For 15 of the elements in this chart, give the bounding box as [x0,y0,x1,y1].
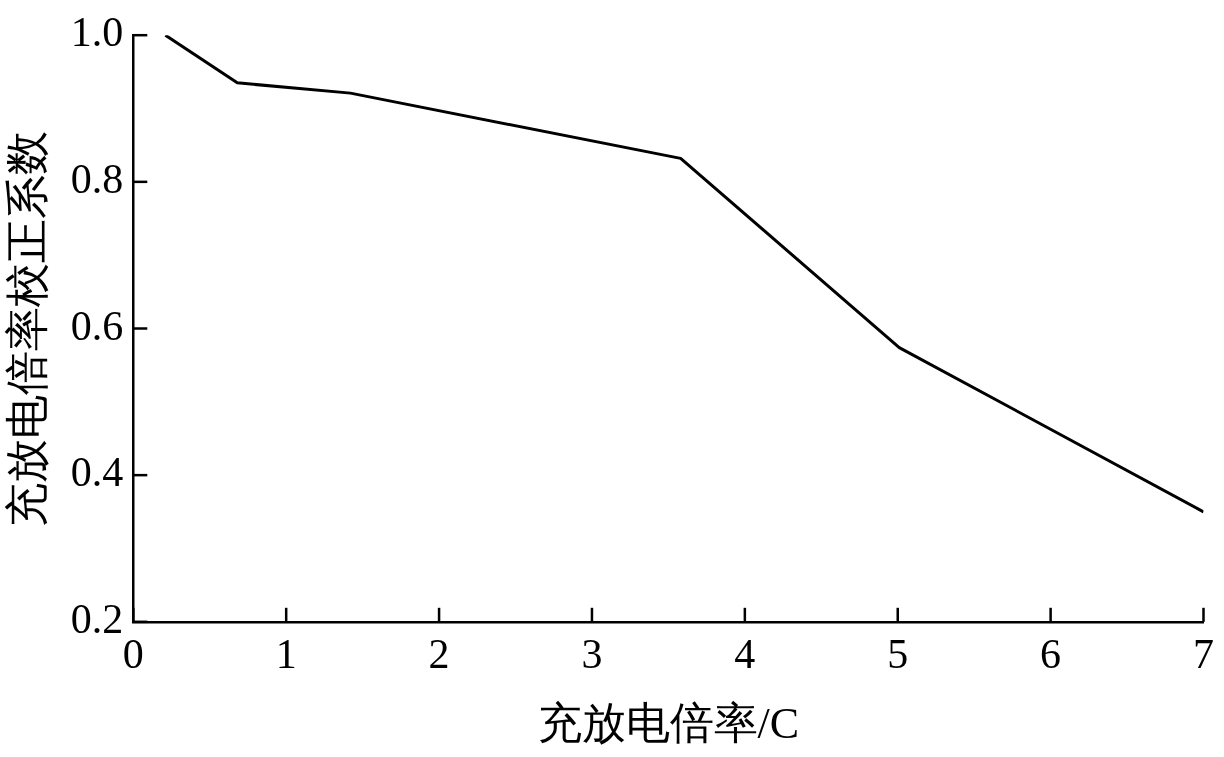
y-tick-label: 1.0 [70,9,124,56]
x-tick-label: 4 [734,631,756,678]
x-tick-label: 2 [428,631,450,678]
y-tick-label: 0.6 [70,302,124,349]
x-axis-title: 充放电倍率/C [537,699,800,749]
y-tick-label: 0.8 [70,155,124,202]
x-tick-label: 6 [1040,631,1062,678]
y-axis-title: 充放电倍率校正系数 [2,130,52,527]
y-tick-label: 0.4 [70,449,124,496]
y-tick-label: 0.2 [70,595,124,642]
x-tick-label: 7 [1193,631,1214,678]
x-tick-label: 1 [275,631,297,678]
x-tick-label: 0 [122,631,144,678]
x-tick-label: 3 [581,631,603,678]
x-tick-label: 5 [887,631,909,678]
